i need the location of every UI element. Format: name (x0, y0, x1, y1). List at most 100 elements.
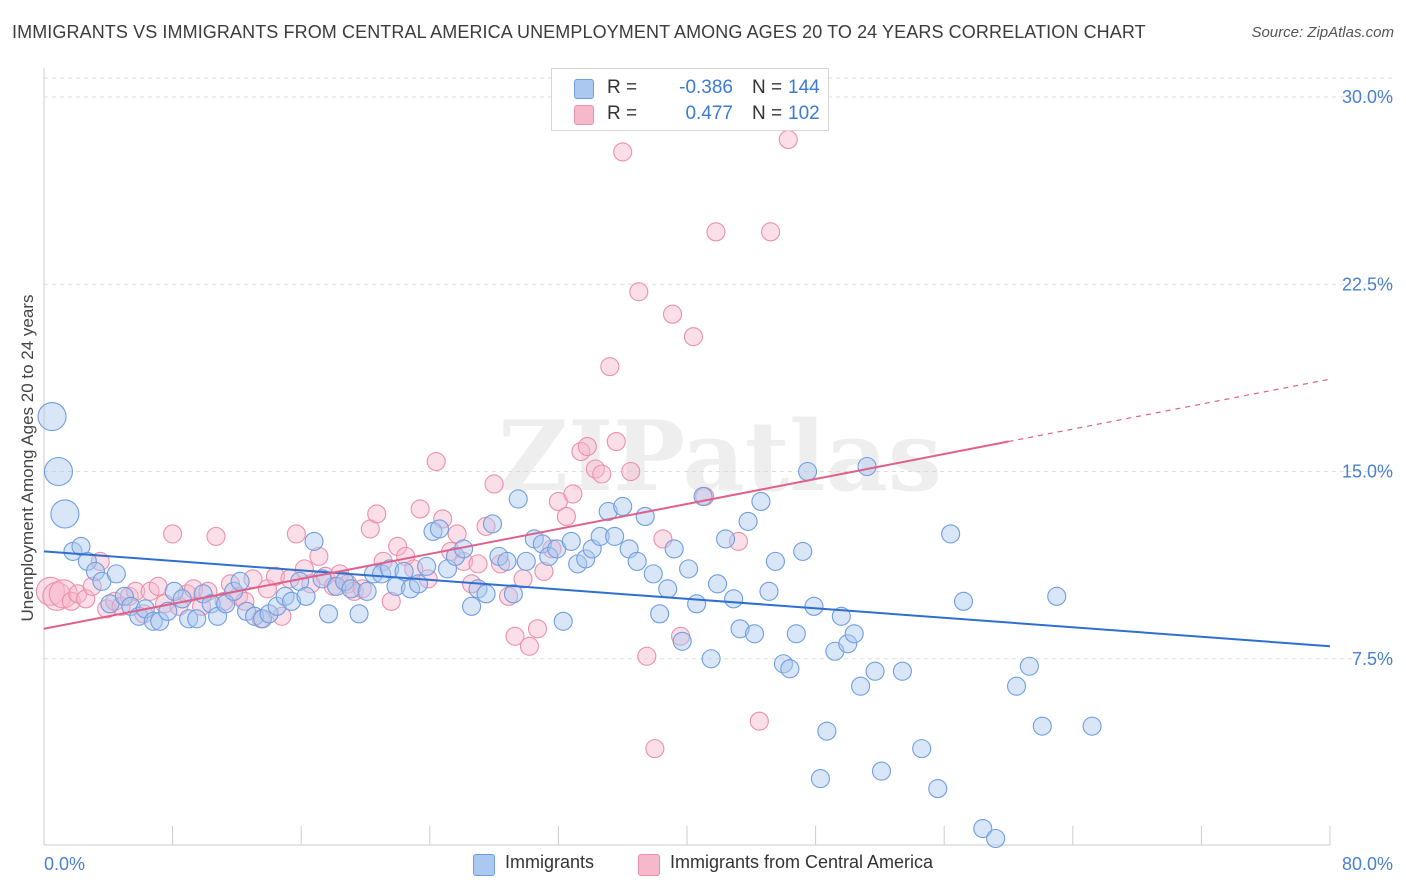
legend-n-value: 102 (788, 103, 820, 124)
point-immigrants (50, 499, 80, 529)
point-central-america (206, 526, 226, 546)
legend-swatch-central-america (574, 105, 594, 125)
point-immigrants (106, 564, 126, 584)
point-central-america (563, 484, 583, 504)
point-immigrants (672, 631, 692, 651)
point-immigrants (831, 606, 851, 626)
point-central-america (585, 459, 605, 479)
point-central-america (600, 357, 620, 377)
legend-n-label: N = (752, 77, 783, 98)
point-immigrants (598, 501, 618, 521)
point-immigrants (532, 534, 552, 554)
point-immigrants (275, 586, 295, 606)
y-tick-label: 30.0% (1342, 87, 1393, 107)
point-immigrants (744, 624, 765, 644)
point-immigrants (590, 526, 610, 546)
point-immigrants (605, 526, 625, 546)
point-immigrants (871, 761, 892, 781)
point-immigrants (230, 571, 250, 591)
point-immigrants (765, 551, 785, 571)
point-immigrants (1032, 716, 1052, 736)
point-immigrants (738, 511, 758, 531)
point-immigrants (576, 549, 596, 569)
point-immigrants (296, 586, 316, 606)
correlation-legend: R = -0.386 N = 144 R = 0.477 N = 102 (551, 68, 829, 131)
trend-line-central-america (43, 440, 1009, 630)
point-immigrants (857, 456, 877, 477)
point-central-america (126, 581, 146, 601)
point-immigrants (650, 604, 670, 624)
point-immigrants (508, 489, 528, 509)
point-immigrants (941, 524, 961, 544)
point-central-america (534, 561, 554, 581)
point-immigrants (780, 659, 800, 679)
point-immigrants (259, 604, 279, 624)
point-immigrants (143, 611, 163, 631)
y-tick-labels: 7.5% 15.0% 22.5% 30.0% (1342, 87, 1393, 669)
point-immigrants (245, 606, 265, 626)
point-immigrants (817, 721, 837, 741)
point-immigrants (267, 596, 287, 616)
point-central-america (484, 474, 504, 494)
point-immigrants (643, 564, 663, 584)
source-credit: Source: ZipAtlas.com (1251, 24, 1394, 41)
watermark: ZIPatlas (498, 400, 942, 513)
point-immigrants (304, 531, 324, 551)
point-central-america (706, 222, 726, 242)
point-central-america (606, 431, 626, 452)
point-immigrants (912, 739, 932, 759)
point-central-america (367, 504, 387, 524)
gridlines (44, 77, 1392, 660)
point-immigrants (318, 604, 339, 624)
point-immigrants (701, 649, 721, 669)
point-immigrants (716, 529, 736, 549)
legend-r-label: R = (607, 77, 638, 98)
point-immigrants (553, 611, 573, 631)
point-central-america (381, 591, 401, 611)
point-immigrants (150, 611, 170, 631)
point-central-america (410, 499, 430, 519)
point-central-america (637, 646, 657, 666)
point-central-america (97, 599, 117, 619)
trend-line-immigrants (43, 550, 1331, 648)
point-immigrants (798, 461, 818, 482)
point-central-america (592, 464, 612, 484)
bottom-legend-label: Immigrants (505, 852, 595, 872)
point-immigrants (851, 676, 871, 696)
point-immigrants (158, 601, 178, 621)
point-immigrants (804, 596, 824, 616)
point-central-america (613, 142, 633, 162)
x-tick-label: 0.0% (44, 854, 85, 874)
point-immigrants (341, 579, 361, 599)
point-central-america (338, 574, 358, 594)
point-central-america (519, 636, 540, 656)
point-immigrants (973, 818, 993, 839)
point-immigrants (114, 586, 134, 606)
point-central-america (148, 576, 168, 596)
point-immigrants (201, 594, 221, 614)
point-central-america (119, 586, 139, 606)
point-central-america (527, 619, 548, 639)
y-tick-label: 15.0% (1342, 462, 1393, 482)
point-immigrants (85, 561, 105, 581)
trend-line-central-america-extension (1008, 378, 1331, 443)
point-central-america (749, 711, 769, 731)
chart-title: IMMIGRANTS VS IMMIGRANTS FROM CENTRAL AM… (12, 22, 1146, 42)
point-immigrants (539, 546, 559, 566)
point-immigrants (1047, 586, 1067, 606)
point-central-america (662, 304, 683, 324)
y-tick-label: 22.5% (1342, 274, 1393, 294)
point-immigrants (664, 539, 684, 559)
point-immigrants (773, 654, 794, 674)
point-immigrants (445, 546, 466, 566)
point-immigrants (865, 661, 885, 681)
point-immigrants (986, 828, 1006, 849)
point-immigrants (1082, 716, 1102, 736)
point-immigrants (658, 579, 678, 599)
point-immigrants (349, 604, 369, 624)
point-central-america (778, 129, 798, 149)
point-central-america (48, 579, 78, 609)
point-immigrants (187, 609, 207, 629)
point-immigrants (37, 402, 67, 432)
